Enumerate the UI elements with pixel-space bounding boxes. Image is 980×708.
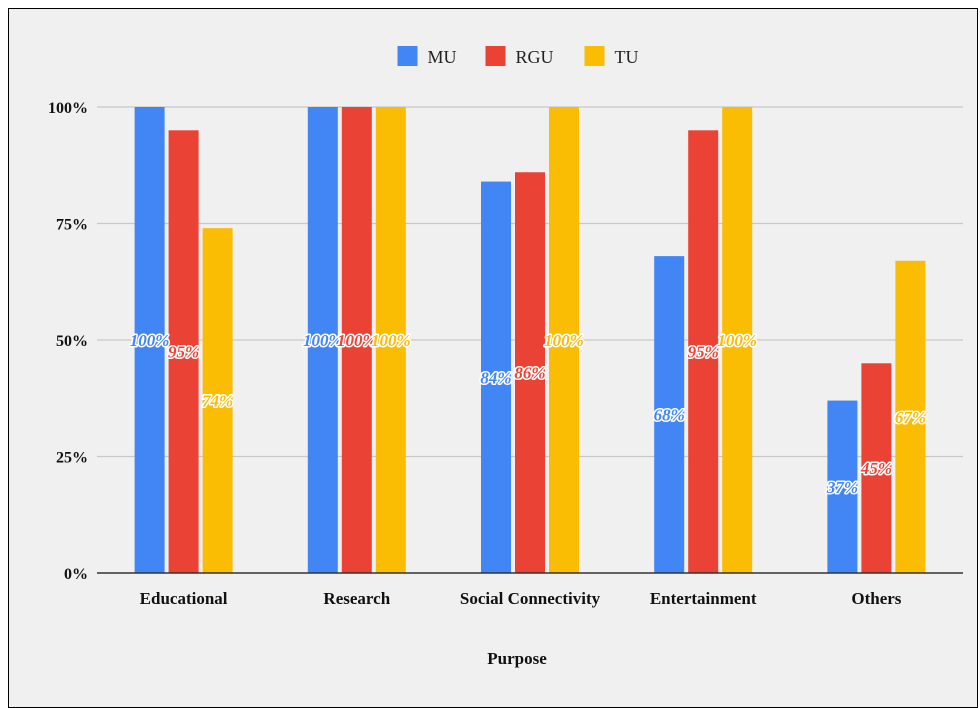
data-label: 45%: [860, 459, 892, 478]
bar-tu: [722, 107, 753, 573]
data-label: 86%: [514, 364, 545, 383]
bar-rgu: [515, 172, 545, 574]
legend-swatch-rgu: [485, 46, 506, 66]
data-label: 100%: [130, 331, 170, 350]
legend-swatch-tu: [584, 46, 605, 66]
bar-tu: [202, 228, 233, 573]
data-label: 84%: [480, 368, 511, 387]
legend-swatch-mu: [397, 46, 418, 66]
data-label: 100%: [371, 331, 411, 350]
x-tick-label: Social Connectivity: [460, 589, 601, 608]
y-tick-label: 50%: [56, 333, 88, 350]
x-tick-label: Research: [323, 589, 390, 608]
bar-tu: [375, 107, 406, 573]
data-label: 68%: [654, 406, 685, 425]
data-label: 95%: [688, 343, 719, 362]
data-label: 100%: [303, 331, 343, 350]
legend-label: TU: [615, 47, 639, 67]
x-axis-ticks: Educational Research Social Connectivity En…: [140, 589, 902, 608]
data-label: 37%: [826, 478, 858, 497]
bar-mu: [481, 181, 511, 573]
y-tick-label: 25%: [56, 450, 88, 467]
y-tick-label: 0%: [64, 566, 88, 583]
bar-mu: [827, 400, 858, 573]
x-tick-label: Educational: [140, 589, 228, 608]
bar-mu: [654, 256, 685, 573]
y-tick-label: 75%: [56, 217, 88, 234]
data-label: 67%: [895, 408, 926, 427]
bar-tu: [549, 107, 579, 573]
data-labels: 100%95%74%100%100%100%84% 86%100%68%95%10…: [128, 330, 927, 499]
data-label: 95%: [168, 343, 199, 362]
data-label: 100%: [337, 331, 377, 350]
y-axis-ticks: 0% 25% 50% 75% 100%: [48, 100, 88, 583]
bars: [134, 107, 926, 574]
legend-label: RGU: [516, 47, 554, 67]
x-axis-title: Purpose: [487, 649, 547, 668]
data-label: 100%: [544, 331, 584, 350]
bar-tu: [895, 260, 926, 573]
bar-mu: [307, 107, 338, 573]
bar-rgu: [341, 107, 372, 573]
bar-rgu: [861, 363, 892, 573]
bar-mu: [134, 107, 165, 573]
legend-label: MU: [428, 47, 457, 67]
bar-rgu: [168, 130, 199, 574]
x-tick-label: Others: [851, 589, 901, 608]
data-label: 100%: [717, 331, 757, 350]
legend: MU RGU TU: [397, 46, 639, 67]
bar-rgu: [688, 130, 719, 574]
x-tick-label: Entertainment: [650, 589, 757, 608]
y-tick-label: 100%: [48, 100, 88, 117]
data-label: 74%: [202, 392, 233, 411]
